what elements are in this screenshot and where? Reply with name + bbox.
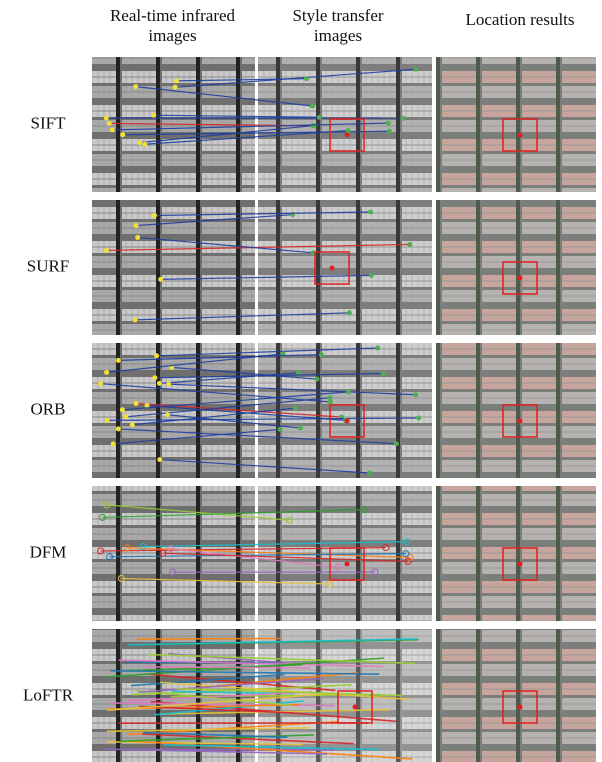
location-center: [518, 276, 523, 281]
keypoint: [137, 140, 142, 145]
style-transfer-image: [258, 343, 432, 478]
keypoint: [133, 84, 138, 89]
keypoint: [315, 377, 320, 382]
keypoint: [134, 223, 139, 228]
keypoint: [110, 127, 115, 132]
keypoint: [152, 375, 157, 380]
keypoint: [154, 353, 159, 358]
keypoint: [304, 76, 309, 81]
keypoint: [317, 115, 322, 120]
location-center: [518, 562, 523, 567]
keypoint: [123, 414, 128, 419]
match-center: [345, 562, 350, 567]
keypoint: [387, 129, 392, 134]
location-image: [436, 629, 596, 762]
keypoint: [135, 235, 140, 240]
keypoint: [111, 441, 116, 446]
keypoint: [401, 116, 406, 121]
keypoint: [98, 381, 103, 386]
keypoint: [104, 115, 109, 120]
keypoint: [133, 317, 138, 322]
keypoint: [386, 121, 391, 126]
keypoint: [368, 209, 373, 214]
keypoint: [151, 113, 156, 118]
keypoint: [319, 352, 324, 357]
infrared-image: [92, 200, 255, 335]
keypoint: [107, 121, 112, 126]
keypoint: [310, 123, 315, 128]
location-image: [436, 343, 596, 478]
keypoint: [407, 242, 412, 247]
match-center: [345, 133, 350, 138]
location-image: [436, 57, 596, 192]
keypoint: [369, 273, 374, 278]
keypoint: [104, 248, 109, 253]
match-line: [137, 639, 281, 640]
keypoint: [394, 441, 399, 446]
keypoint: [152, 213, 157, 218]
panels: SIFT SURF ORB DFM LoFTR: [0, 0, 602, 762]
keypoint: [157, 457, 162, 462]
match-center: [330, 266, 335, 271]
match-center: [353, 705, 358, 710]
keypoint: [142, 142, 147, 147]
keypoint: [346, 389, 351, 394]
location-image: [436, 486, 596, 621]
keypoint: [278, 427, 283, 432]
figure: Real-time infrared images Style transfer…: [0, 0, 602, 762]
location-center: [518, 705, 523, 710]
keypoint: [375, 346, 380, 351]
keypoint: [298, 425, 303, 430]
row-label: LoFTR: [23, 685, 74, 704]
keypoint: [328, 399, 333, 404]
keypoint: [158, 277, 163, 282]
keypoint: [105, 418, 110, 423]
keypoint: [310, 104, 315, 109]
keypoint: [174, 78, 179, 83]
keypoint: [381, 371, 386, 376]
match-center: [345, 419, 350, 424]
keypoint: [173, 85, 178, 90]
keypoint: [165, 412, 170, 417]
keypoint: [116, 358, 121, 363]
location-image: [436, 200, 596, 335]
keypoint: [157, 381, 162, 386]
location-center: [518, 419, 523, 424]
keypoint: [347, 310, 352, 315]
infrared-image: [92, 343, 255, 478]
row-label: ORB: [31, 399, 66, 418]
keypoint: [134, 401, 139, 406]
row-label: SIFT: [31, 113, 67, 132]
keypoint: [346, 128, 351, 133]
row-label: SURF: [27, 256, 70, 275]
keypoint: [416, 416, 421, 421]
keypoint: [104, 370, 109, 375]
keypoint: [120, 132, 125, 137]
location-center: [518, 133, 523, 138]
keypoint: [413, 392, 418, 397]
keypoint: [413, 67, 418, 72]
keypoint: [116, 426, 121, 431]
keypoint: [367, 471, 372, 476]
keypoint: [293, 406, 298, 411]
keypoint: [166, 382, 171, 387]
match-line: [146, 667, 311, 668]
keypoint: [120, 407, 125, 412]
row-label: DFM: [30, 542, 67, 561]
keypoint: [130, 422, 135, 427]
